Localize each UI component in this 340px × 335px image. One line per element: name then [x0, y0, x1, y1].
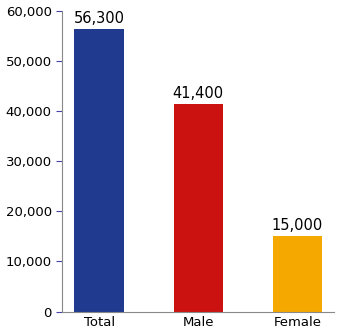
- Text: 15,000: 15,000: [272, 218, 323, 233]
- Text: 56,300: 56,300: [74, 11, 125, 26]
- Bar: [74, 29, 124, 312]
- Text: 41,400: 41,400: [173, 86, 224, 101]
- Bar: [273, 236, 322, 312]
- Bar: [173, 104, 223, 312]
